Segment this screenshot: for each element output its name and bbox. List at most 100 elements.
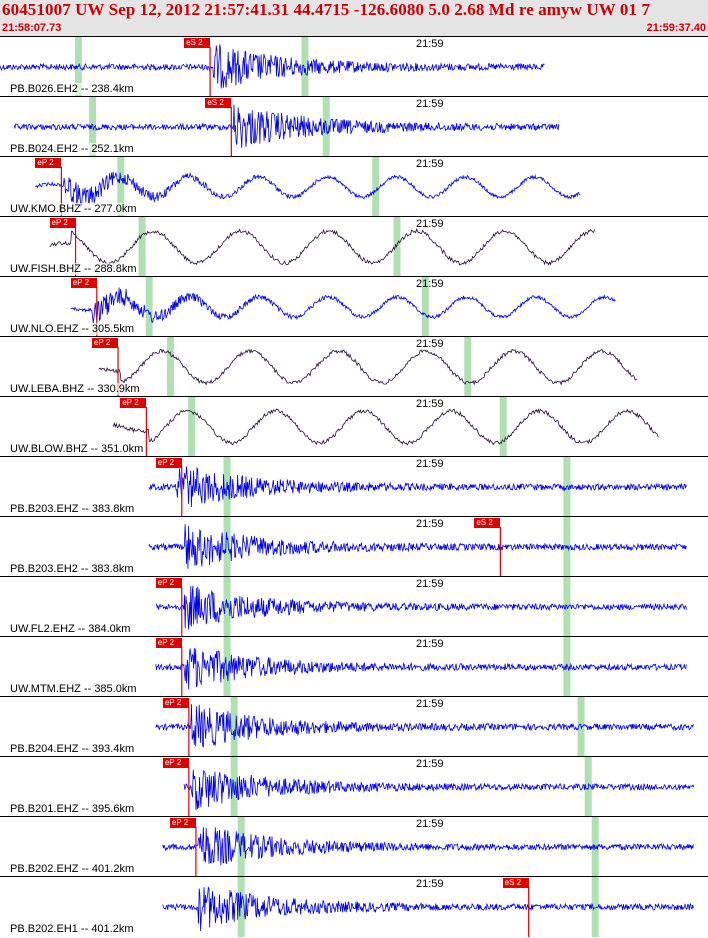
phase-window-band <box>421 277 429 337</box>
phase-window-band <box>138 217 146 277</box>
seismogram-panel[interactable]: eP 2 21:59 UW.FISH.BHZ -- 288.8km <box>0 216 708 277</box>
station-channel-label: UW.NLO.EHZ -- 305.5km <box>10 323 135 335</box>
phase-window-band <box>464 337 472 397</box>
phase-window-band <box>230 757 238 817</box>
minute-tick-label: 21:59 <box>416 878 444 890</box>
seismic-waveform-trace <box>155 704 694 748</box>
phase-pick-flag[interactable]: eP 2 <box>155 638 182 648</box>
minute-tick-label: 21:59 <box>416 758 444 770</box>
phase-window-band <box>591 877 599 937</box>
phase-pick-flag[interactable]: eP 2 <box>49 218 76 228</box>
minute-tick-label: 21:59 <box>416 98 444 110</box>
phase-pick-flag[interactable]: eP 2 <box>70 278 97 288</box>
station-channel-label: UW.MTM.EHZ -- 385.0km <box>10 683 137 695</box>
seismogram-panels[interactable]: eS 2 21:59 PB.B026.EH2 -- 238.4km eS 2 21:59… <box>0 36 708 938</box>
station-channel-label: PB.B202.EH1 -- 401.2km <box>10 923 134 935</box>
seismic-waveform-trace <box>70 287 616 323</box>
station-channel-label: PB.B024.EH2 -- 252.1km <box>10 143 134 155</box>
minute-tick-label: 21:59 <box>416 398 444 410</box>
seismic-waveform-trace <box>0 44 545 89</box>
waveform-canvas <box>155 577 687 637</box>
station-channel-label: PB.B203.EH2 -- 383.8km <box>10 563 134 575</box>
seismic-waveform-trace <box>148 466 687 508</box>
phase-pick-flag[interactable]: eS 2 <box>502 878 529 888</box>
phase-pick-flag[interactable]: eP 2 <box>162 698 189 708</box>
minute-tick-label: 21:59 <box>416 518 444 530</box>
phase-pick-flag[interactable]: eP 2 <box>155 578 182 588</box>
phase-window-band <box>223 637 231 697</box>
event-header: 60451007 UW Sep 12, 2012 21:57:41.31 44.… <box>0 0 708 36</box>
seismogram-panel[interactable]: eP 2 21:59 PB.B204.EHZ -- 393.4km <box>0 696 708 757</box>
minute-tick-label: 21:59 <box>416 158 444 170</box>
minute-tick-label: 21:59 <box>416 698 444 710</box>
seismogram-panel[interactable]: eP 2 21:59 UW.FL2.EHZ -- 384.0km <box>0 576 708 637</box>
minute-tick-label: 21:59 <box>416 38 444 50</box>
phase-window-band <box>301 37 309 97</box>
waveform-canvas <box>148 457 687 517</box>
station-channel-label: UW.LEBA.BHZ -- 330.9km <box>10 383 140 395</box>
station-channel-label: PB.B026.EH2 -- 238.4km <box>10 83 134 95</box>
seismogram-panel[interactable]: eS 2 21:59 PB.B026.EH2 -- 238.4km <box>0 36 708 97</box>
station-channel-label: PB.B204.EHZ -- 393.4km <box>10 743 135 755</box>
phase-window-band <box>145 277 153 337</box>
seismic-waveform-trace <box>148 524 687 569</box>
waveform-canvas <box>162 817 694 877</box>
seismic-waveform-trace <box>35 171 581 208</box>
phase-window-band <box>117 157 125 217</box>
phase-pick-flag[interactable]: eS 2 <box>184 38 211 48</box>
seismogram-panel[interactable]: eP 2 21:59 UW.BLOW.BHZ -- 351.0km <box>0 396 708 457</box>
seismogram-panel[interactable]: eS 2 21:59 PB.B024.EH2 -- 252.1km <box>0 96 708 157</box>
phase-window-band <box>166 337 174 397</box>
phase-pick-flag[interactable]: eS 2 <box>205 98 232 108</box>
station-channel-label: UW.FL2.EHZ -- 384.0km <box>10 623 131 635</box>
minute-tick-label: 21:59 <box>416 638 444 650</box>
seismic-waveform-trace <box>183 769 695 811</box>
seismogram-panel[interactable]: eP 2 21:59 PB.B201.EHZ -- 395.6km <box>0 756 708 817</box>
window-start-time: 21:58:07.73 <box>2 22 62 34</box>
seismic-waveform-trace <box>112 408 659 446</box>
seismogram-panel[interactable]: eP 2 21:59 UW.KMO.BHZ -- 277.0km <box>0 156 708 217</box>
waveform-canvas <box>183 757 695 817</box>
seismic-waveform-trace <box>49 227 595 266</box>
phase-pick-flag[interactable]: eP 2 <box>169 818 196 828</box>
seismogram-panel[interactable]: eP 2 21:59 PB.B203.EHZ -- 383.8km <box>0 456 708 517</box>
seismogram-panel[interactable]: eS 2 21:59 PB.B202.EH1 -- 401.2km <box>0 876 708 937</box>
seismic-waveform-trace <box>162 827 694 866</box>
seismogram-panel[interactable]: eP 2 21:59 UW.LEBA.BHZ -- 330.9km <box>0 336 708 397</box>
station-channel-label: UW.BLOW.BHZ -- 351.0km <box>10 443 144 455</box>
event-title: 60451007 UW Sep 12, 2012 21:57:41.31 44.… <box>2 0 651 19</box>
waveform-canvas <box>155 697 694 757</box>
phase-pick-flag[interactable]: eP 2 <box>162 758 189 768</box>
phase-window-band <box>230 697 238 757</box>
seismogram-panel[interactable]: eP 2 21:59 UW.NLO.EHZ -- 305.5km <box>0 276 708 337</box>
waveform-canvas <box>13 97 560 157</box>
waveform-canvas <box>155 637 687 697</box>
seismogram-panel[interactable]: eP 2 21:59 UW.MTM.EHZ -- 385.0km <box>0 636 708 697</box>
station-channel-label: PB.B201.EHZ -- 395.6km <box>10 803 135 815</box>
waveform-canvas <box>112 397 659 457</box>
seismic-waveform-trace <box>155 585 687 630</box>
seismic-waveform-trace <box>98 348 638 386</box>
minute-tick-label: 21:59 <box>416 818 444 830</box>
station-channel-label: UW.KMO.BHZ -- 277.0km <box>10 203 137 215</box>
phase-pick-flag[interactable]: eP 2 <box>120 398 147 408</box>
seismic-waveform-trace <box>162 886 694 932</box>
minute-tick-label: 21:59 <box>416 278 444 290</box>
station-channel-label: PB.B203.EHZ -- 383.8km <box>10 503 135 515</box>
minute-tick-label: 21:59 <box>416 218 444 230</box>
phase-pick-flag[interactable]: eP 2 <box>35 158 62 168</box>
seismogram-panel[interactable]: eS 2 21:59 PB.B203.EH2 -- 383.8km <box>0 516 708 577</box>
station-channel-label: PB.B202.EHZ -- 401.2km <box>10 863 135 875</box>
phase-pick-flag[interactable]: eS 2 <box>474 518 501 528</box>
waveform-canvas <box>0 37 545 97</box>
phase-pick-flag[interactable]: eP 2 <box>92 338 119 348</box>
phase-window-band <box>89 97 97 157</box>
phase-window-band <box>499 397 507 457</box>
phase-window-band <box>188 397 196 457</box>
waveform-canvas <box>148 517 687 577</box>
waveform-canvas <box>162 877 694 937</box>
phase-window-band <box>393 217 401 277</box>
minute-tick-label: 21:59 <box>416 578 444 590</box>
phase-pick-flag[interactable]: eP 2 <box>155 458 182 468</box>
seismogram-panel[interactable]: eP 2 21:59 PB.B202.EHZ -- 401.2km <box>0 816 708 877</box>
